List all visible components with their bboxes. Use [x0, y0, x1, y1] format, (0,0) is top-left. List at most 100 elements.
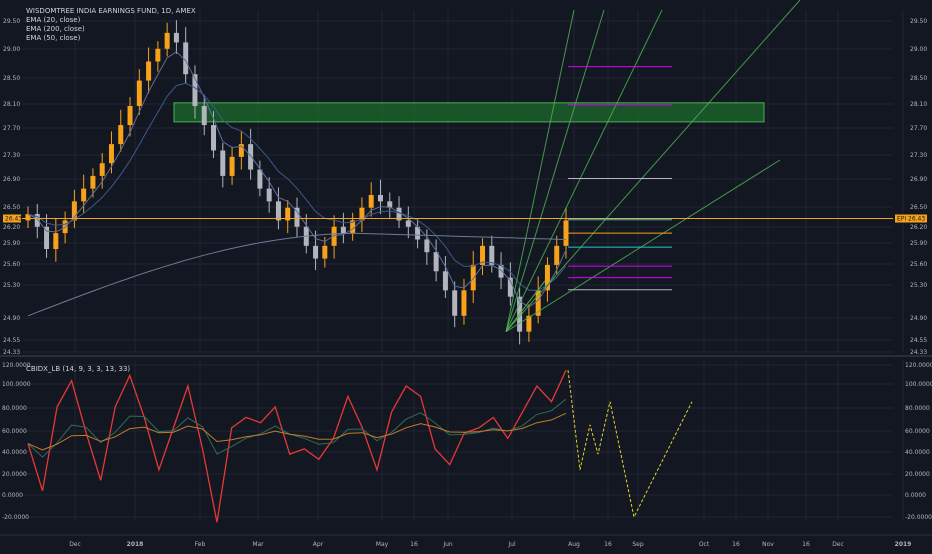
price-tick-label-right: 25.30 — [910, 282, 927, 289]
price-tick-label-left: 25.90 — [3, 240, 20, 247]
chart-title[interactable]: WISDOMTREE INDIA EARNINGS FUND, 1D, AMEX — [26, 7, 196, 15]
oscillator-third-line — [27, 398, 567, 458]
oscillator-tick-label-left: 20.0000 — [2, 471, 27, 478]
candle-body — [238, 144, 244, 157]
price-tick-label-right: 28.50 — [910, 75, 927, 82]
candle-body — [535, 290, 541, 316]
candle-body — [470, 264, 476, 291]
price-pane[interactable] — [22, 0, 893, 345]
candle-body — [368, 194, 374, 208]
oscillator-tick-label-left: 120.0000 — [2, 362, 31, 369]
chart-legend: WISDOMTREE INDIA EARNINGS FUND, 1D, AMEX… — [26, 7, 196, 43]
candle-body — [44, 226, 50, 250]
candle-body — [442, 271, 448, 291]
candle-body — [396, 207, 402, 221]
oscillator-pane[interactable] — [27, 369, 693, 523]
candle-body — [53, 233, 59, 250]
price-tick-label-right: 27.30 — [910, 152, 927, 159]
candle-body — [192, 74, 198, 106]
time-tick-label: Jul — [507, 541, 516, 548]
candle-body — [507, 277, 513, 297]
price-tick-label-left: 24.90 — [3, 315, 20, 322]
current-price-label-right: 26.43 — [908, 216, 925, 223]
time-tick-label: May — [376, 541, 389, 548]
candle-body — [424, 239, 430, 253]
oscillator-tick-label-left: 100.0000 — [2, 381, 31, 388]
current-price-ticker: EPI — [897, 216, 906, 223]
candle-body — [211, 125, 217, 151]
candle-body — [257, 169, 263, 189]
fan-line — [505, 9, 663, 332]
candle-body — [164, 32, 170, 49]
price-tick-label-right: 24.90 — [910, 315, 927, 322]
price-tick-label-left: 25.30 — [3, 282, 20, 289]
time-tick-label: Apr — [313, 541, 324, 548]
resistance-zone — [173, 102, 765, 123]
time-tick-label: 2018 — [127, 541, 144, 548]
time-tick-label: Sep — [632, 541, 644, 548]
candle-body — [340, 226, 346, 234]
candle-body — [331, 226, 337, 246]
price-tick-label-left: 28.10 — [3, 101, 20, 108]
oscillator-tick-label-left: 40.0000 — [2, 449, 27, 456]
oscillator-main-line — [27, 369, 567, 523]
price-tick-label-right: 29.50 — [910, 18, 927, 25]
price-tick-label-left: 28.50 — [3, 75, 20, 82]
price-tick-label-left: 25.60 — [3, 261, 20, 268]
indicator-ema20[interactable]: EMA (20, close) — [26, 16, 81, 24]
indicator-ema50[interactable]: EMA (50, close) — [26, 34, 81, 42]
candle-body — [526, 315, 532, 332]
price-tick-label-right: 27.70 — [910, 125, 927, 132]
current-price-tag-right — [895, 214, 927, 223]
candle-body — [118, 125, 124, 145]
candle-body — [498, 264, 504, 278]
fan-line — [505, 280, 546, 332]
price-tick-label-left: 27.30 — [3, 152, 20, 159]
candle-body — [377, 194, 383, 202]
time-tick-label: Dec — [69, 541, 81, 548]
price-tick-label-right: 29.00 — [910, 46, 927, 53]
ema-200-line — [27, 232, 567, 317]
candle-body — [480, 245, 486, 265]
oscillator-title[interactable]: CBIDX_LB (14, 9, 3, 3, 13, 33) — [26, 365, 131, 373]
oscillator-tick-label-right: 120.0000 — [905, 362, 932, 369]
candle-body — [359, 207, 365, 221]
candle-body — [433, 252, 439, 272]
price-tick-label-right: 24.55 — [910, 337, 927, 344]
candle-body — [173, 32, 179, 43]
candle-body — [34, 214, 40, 227]
projection-path — [567, 370, 693, 519]
candle-body — [294, 207, 300, 227]
oscillator-tick-label-left: 0.0000 — [2, 492, 23, 499]
time-tick-label: Mar — [252, 541, 264, 548]
current-price-label-left: 26.43 — [5, 216, 22, 223]
time-tick-label: Oct — [699, 541, 710, 548]
price-tick-label-left: 26.90 — [3, 176, 20, 183]
candle-body — [266, 188, 272, 202]
price-tick-label-right: 28.10 — [910, 101, 927, 108]
time-tick-label: Nov — [762, 541, 774, 548]
candle-body — [313, 245, 319, 259]
time-tick-label: 16 — [410, 541, 418, 548]
axis-layer: 29.50 29.50 29.00 29.00 28.50 28.50 28.10 28.10… — [2, 18, 932, 548]
indicator-ema200[interactable]: EMA (200, close) — [26, 25, 85, 33]
candle-body — [563, 220, 569, 246]
candle-body — [248, 144, 254, 170]
fan-line — [505, 9, 575, 332]
candle-body — [90, 175, 96, 189]
candle-body — [322, 245, 328, 259]
price-tick-label-right: 24.33 — [910, 349, 927, 356]
time-tick-label: 16 — [604, 541, 612, 548]
candle-body — [71, 201, 77, 221]
price-tick-label-left: 26.50 — [3, 204, 20, 211]
candle-body — [25, 214, 31, 221]
oscillator-signal-line — [27, 412, 567, 451]
price-tick-label-left: 27.70 — [3, 125, 20, 132]
oscillator-tick-label-right: 80.0000 — [905, 405, 930, 412]
current-price-tag-left — [3, 214, 21, 223]
candle-body — [99, 163, 105, 176]
oscillator-tick-label-left: 80.0000 — [2, 405, 27, 412]
candle-body — [201, 105, 207, 126]
